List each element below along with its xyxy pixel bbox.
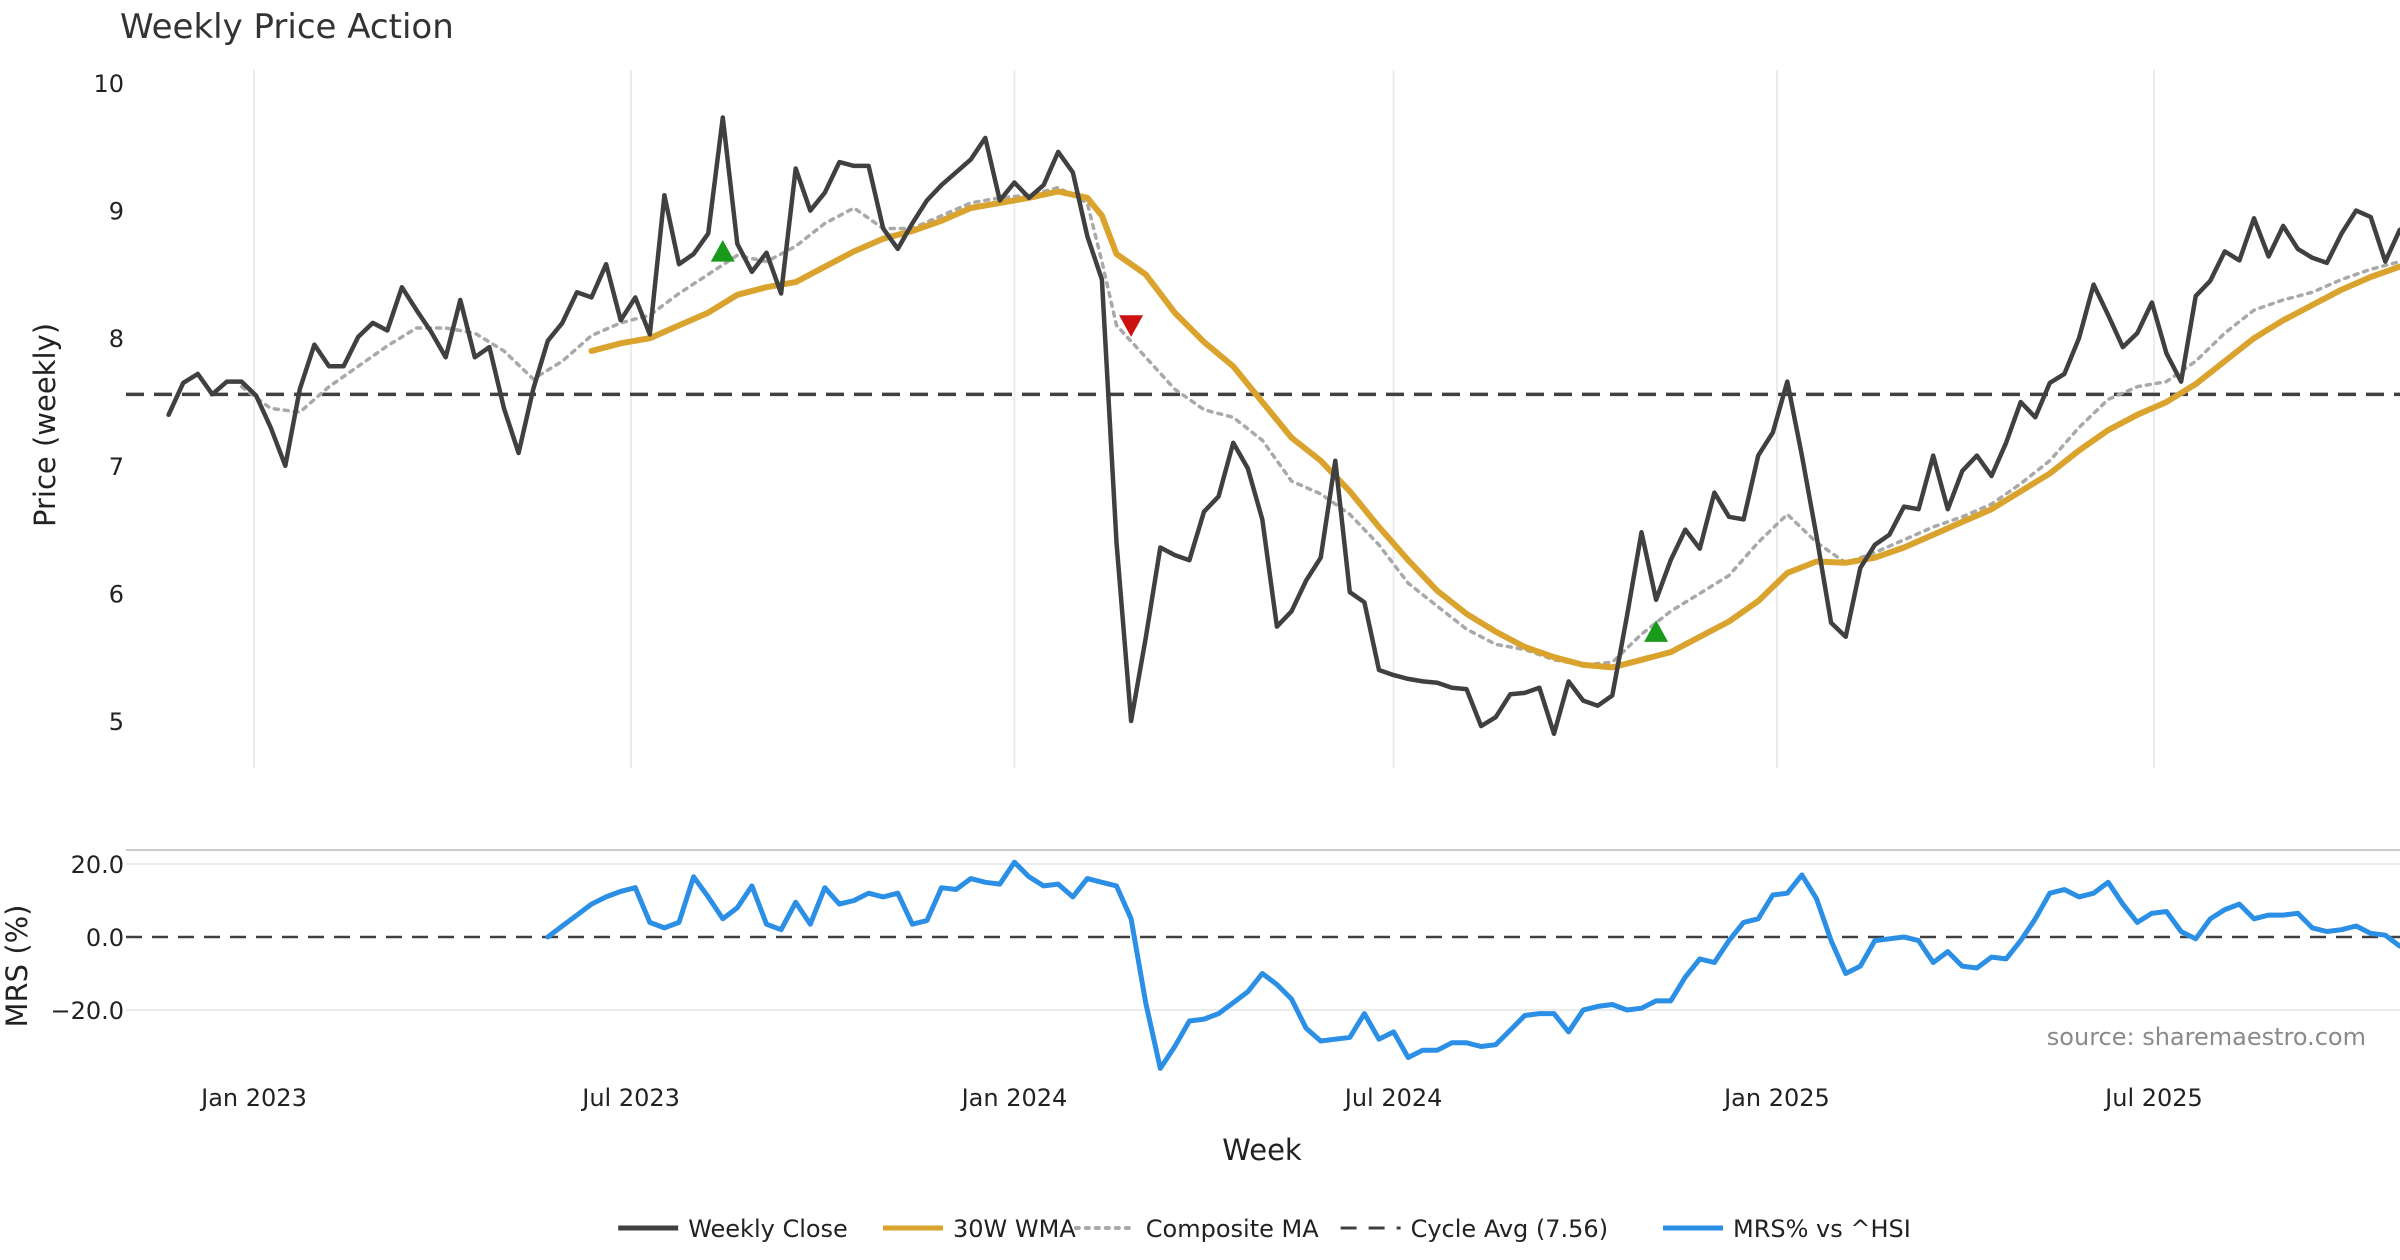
wma-30w-line	[588, 188, 2400, 671]
legend-label: Composite MA	[1146, 1215, 1319, 1243]
x-axis-ticks: Jan 2023 Jul 2023 Jan 2024 Jul 2024 Jan 2025…	[199, 1084, 2203, 1112]
price-y-tick-label: 10	[93, 70, 124, 98]
legend-label: Weekly Close	[688, 1215, 848, 1243]
mrs-y-axis-label: MRS (%)	[0, 905, 34, 1028]
buy-signal-marker	[710, 240, 735, 262]
x-tick-label: Jan 2023	[199, 1084, 307, 1112]
x-tick-label: Jan 2025	[1722, 1084, 1830, 1112]
weekly-close-line	[166, 115, 2400, 737]
price-y-ticks: 5 6 7 8 9 10	[93, 70, 124, 736]
mrs-gridlines	[126, 863, 2400, 1011]
x-tick-label: Jul 2024	[1343, 1084, 1443, 1112]
legend-label: Cycle Avg (7.56)	[1411, 1215, 1608, 1243]
x-axis-label: Week	[1222, 1133, 1302, 1167]
mrs-series-group	[545, 859, 2400, 1071]
price-series-group	[166, 115, 2400, 737]
price-gridlines	[253, 70, 2155, 768]
source-credit: source: sharemaestro.com	[2047, 1023, 2366, 1051]
signal-markers	[710, 240, 1669, 642]
mrs-y-tick-label: −20.0	[50, 997, 124, 1025]
chart-title: Weekly Price Action	[120, 7, 454, 47]
price-y-tick-label: 7	[109, 453, 124, 481]
composite-ma-line	[239, 185, 2400, 667]
x-tick-label: Jul 2023	[580, 1084, 680, 1112]
buy-signal-marker	[1644, 620, 1669, 642]
price-y-tick-label: 5	[109, 708, 124, 736]
price-y-tick-label: 6	[109, 580, 124, 608]
mrs-y-ticks: 20.0 0.0 −20.0	[50, 851, 124, 1025]
legend: Weekly Close 30W WMA Composite MA Cycle Avg…	[618, 1215, 1911, 1243]
price-y-tick-label: 8	[109, 325, 124, 353]
mrs-y-tick-label: 0.0	[86, 924, 124, 952]
legend-label: MRS% vs ^HSI	[1733, 1215, 1911, 1243]
price-y-tick-label: 9	[109, 198, 124, 226]
sell-signal-marker	[1119, 315, 1144, 337]
x-tick-label: Jan 2024	[960, 1084, 1068, 1112]
mrs-y-tick-label: 20.0	[71, 851, 124, 879]
x-tick-label: Jul 2025	[2103, 1084, 2203, 1112]
legend-label: 30W WMA	[953, 1215, 1076, 1243]
price-y-axis-label: Price (weekly)	[28, 323, 62, 527]
mrs-line	[545, 859, 2400, 1071]
